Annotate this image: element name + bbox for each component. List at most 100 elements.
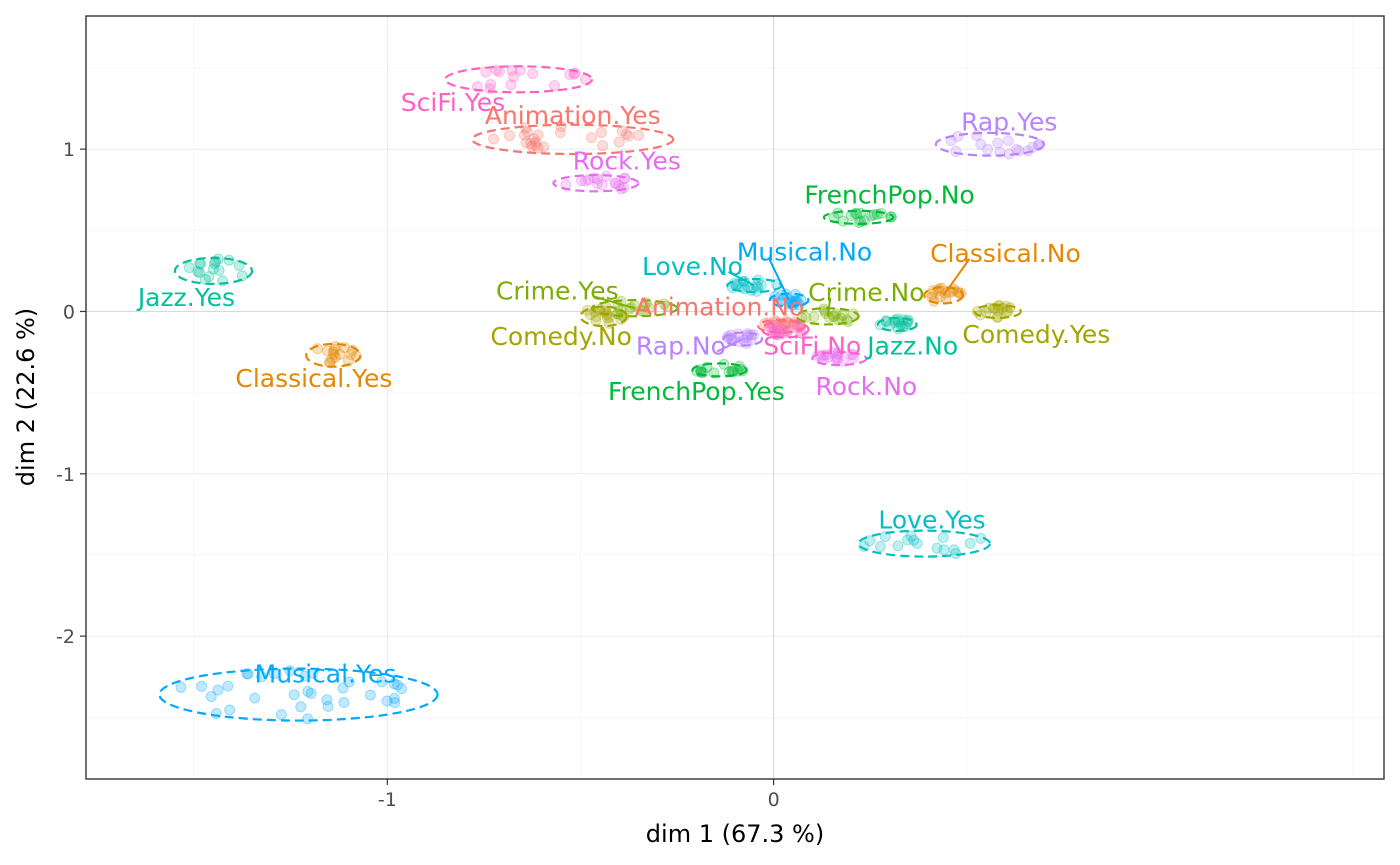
y-tick-label: 0	[63, 301, 75, 323]
crime-yes-ellipse	[590, 298, 679, 318]
comedy-yes-points	[971, 299, 1016, 323]
rock-no-point	[811, 350, 823, 362]
frenchpop-no-point	[832, 207, 844, 219]
love-yes-point	[892, 540, 904, 552]
musical-yes-point	[391, 679, 403, 691]
jazz-yes-points	[183, 253, 248, 287]
animation-yes-point	[520, 122, 532, 134]
animation-yes-point	[528, 133, 540, 145]
comedy-yes-point	[991, 311, 1003, 323]
love-yes-point	[905, 530, 917, 542]
jazz-yes-point	[203, 271, 215, 283]
frenchpop-yes-point	[695, 366, 707, 378]
frenchpop-yes-point	[734, 363, 746, 375]
frenchpop-yes-point	[701, 361, 713, 373]
rock-no-point	[832, 354, 844, 366]
comedy-no-point	[589, 305, 601, 317]
jazz-no-label: Jazz.No	[865, 332, 958, 361]
rock-no-point	[822, 351, 834, 363]
jazz-yes-point	[199, 274, 211, 286]
musical-yes-point	[305, 687, 317, 699]
classical-yes-point	[311, 343, 323, 355]
musical-yes-point	[284, 665, 296, 677]
animation-yes-point	[633, 129, 645, 141]
frenchpop-yes-point	[728, 366, 740, 378]
scifi-yes-point	[505, 79, 517, 91]
comedy-yes-point	[1000, 300, 1012, 312]
scifi-yes-point	[506, 64, 518, 76]
classical-no-point	[933, 285, 945, 297]
comedy-yes-point	[983, 302, 995, 314]
frenchpop-no-point	[871, 208, 883, 220]
scifi-no-point	[767, 320, 779, 332]
rock-yes-point	[591, 173, 603, 185]
animation-yes-point	[555, 120, 567, 132]
frenchpop-no-point	[845, 210, 857, 222]
crime-no-point	[830, 308, 842, 320]
animation-yes-point	[525, 138, 537, 150]
jazz-no-point	[902, 314, 914, 326]
frenchpop-yes-point	[697, 367, 709, 379]
comedy-yes-point	[987, 302, 999, 314]
frenchpop-yes-point	[695, 366, 707, 378]
scifi-yes-ellipse	[444, 65, 594, 94]
frenchpop-no-point	[849, 207, 861, 219]
love-yes-point	[864, 535, 876, 547]
reference-lines	[86, 16, 1384, 779]
comedy-no-point	[590, 310, 602, 322]
love-yes-point	[874, 541, 886, 553]
crime-no-point	[800, 311, 812, 323]
musical-yes-point	[205, 691, 217, 703]
comedy-yes-point	[997, 302, 1009, 314]
comedy-yes-point	[989, 302, 1001, 314]
frenchpop-yes-point	[723, 366, 735, 378]
frenchpop-no-point	[855, 207, 867, 219]
x-tick-label: 0	[768, 789, 780, 811]
comedy-yes-point	[1004, 302, 1016, 314]
crime-no-leader-line	[826, 297, 832, 317]
plot-background	[86, 16, 1384, 779]
rock-yes-ellipse	[552, 173, 640, 193]
love-no-point	[732, 278, 744, 290]
classical-no-label: Classical.No	[930, 239, 1081, 268]
animation-yes-points	[488, 120, 645, 154]
jazz-yes-point	[236, 270, 248, 282]
scifi-no-point	[773, 325, 785, 337]
jazz-yes-point	[193, 267, 205, 279]
rock-yes-point	[580, 175, 592, 187]
animation-yes-point	[530, 139, 542, 151]
animation-yes-point	[613, 136, 625, 148]
rap-yes-point	[945, 135, 957, 147]
crime-no-point	[847, 308, 859, 320]
scifi-yes-points	[471, 64, 592, 95]
animation-no-point	[791, 319, 803, 331]
rock-yes-point	[618, 182, 630, 194]
love-yes-point	[937, 532, 949, 544]
crime-yes-point	[660, 300, 672, 312]
animation-no-point	[759, 317, 771, 329]
animation-yes-point	[526, 140, 538, 152]
comedy-no-point	[594, 303, 606, 315]
musical-no-point	[790, 288, 802, 300]
classical-yes-point	[328, 348, 340, 360]
rap-no-point	[722, 330, 734, 342]
jazz-no-points	[874, 313, 914, 335]
scifi-yes-point	[568, 68, 580, 80]
frenchpop-no-point	[855, 215, 867, 227]
love-yes-point	[931, 542, 943, 554]
rap-no-point	[732, 328, 744, 340]
musical-yes-point	[196, 680, 208, 692]
jazz-yes-point	[208, 257, 220, 269]
musical-yes-point	[388, 678, 400, 690]
classical-yes-point	[321, 345, 333, 357]
love-no-point	[752, 274, 764, 286]
jazz-yes-point	[213, 264, 225, 276]
crime-no-label: Crime.No	[808, 278, 924, 307]
animation-yes-point	[518, 129, 530, 141]
comedy-no-point	[601, 307, 613, 319]
x-axis-title: dim 1 (67.3 %)	[646, 820, 824, 848]
musical-yes-point	[364, 689, 376, 701]
comedy-yes-point	[1002, 305, 1014, 317]
classical-no-leader-line	[942, 258, 971, 296]
rap-no-point	[748, 329, 760, 341]
